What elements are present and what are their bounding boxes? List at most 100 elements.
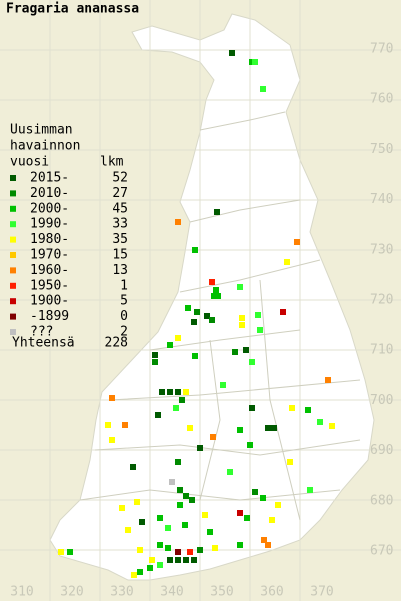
observation-square: [260, 86, 266, 92]
observation-square: [329, 423, 335, 429]
legend-count: 2: [120, 325, 128, 340]
observation-square: [165, 525, 171, 531]
y-coordinate-label: 750: [370, 142, 393, 157]
observation-square: [265, 425, 271, 431]
legend-label: 2010-: [30, 186, 69, 201]
y-coordinate-label: 680: [370, 493, 393, 508]
observation-square: [255, 312, 261, 318]
coordinate-labels: 770 760 750 740 730 720 710 700 690 680 670 310 320 3…: [10, 42, 393, 600]
legend-count: 15: [112, 248, 128, 263]
y-coordinate-label: 740: [370, 192, 393, 207]
observation-square: [209, 317, 215, 323]
observation-square: [194, 309, 200, 315]
observation-square: [175, 389, 181, 395]
observation-square: [185, 305, 191, 311]
observation-square: [252, 59, 258, 65]
observation-square: [183, 389, 189, 395]
observation-square: [261, 537, 267, 543]
observation-square: [191, 557, 197, 563]
observation-square: [252, 489, 258, 495]
observation-square: [213, 287, 219, 293]
observation-square: [197, 547, 203, 553]
legend-heading: vuosi: [10, 155, 49, 170]
legend-count: 13: [112, 263, 128, 278]
observation-square: [289, 405, 295, 411]
observation-square: [220, 382, 226, 388]
observation-square: [147, 565, 153, 571]
observation-square: [249, 359, 255, 365]
observation-square: [109, 395, 115, 401]
observation-square: [325, 377, 331, 383]
observation-square: [130, 464, 136, 470]
observation-square: [229, 50, 235, 56]
observation-square: [211, 293, 217, 299]
observation-square: [187, 549, 193, 555]
y-coordinate-label: 730: [370, 242, 393, 257]
observation-square: [155, 412, 161, 418]
observation-square: [152, 352, 158, 358]
observation-square: [244, 515, 250, 521]
legend-label: 2015-: [30, 171, 69, 186]
observation-square: [119, 505, 125, 511]
observation-square: [237, 510, 243, 516]
observation-square: [227, 469, 233, 475]
y-coordinate-label: 710: [370, 343, 393, 358]
y-coordinate-label: 670: [370, 544, 393, 559]
legend-heading: havainnon: [10, 139, 80, 154]
observation-square: [247, 442, 253, 448]
observation-square: [249, 405, 255, 411]
observation-square: [139, 519, 145, 525]
observation-square: [169, 479, 175, 485]
observation-square: [294, 239, 300, 245]
observation-square: [122, 422, 128, 428]
observation-square: [175, 459, 181, 465]
observation-square: [202, 512, 208, 518]
legend-swatch: [10, 298, 16, 305]
observation-square: [269, 517, 275, 523]
observation-square: [182, 522, 188, 528]
y-coordinate-label: 760: [370, 92, 393, 107]
observation-square: [237, 427, 243, 433]
observation-square: [275, 502, 281, 508]
observation-square: [214, 209, 220, 215]
observation-square: [189, 497, 195, 503]
observation-square: [271, 425, 277, 431]
observation-square: [157, 562, 163, 568]
observation-square: [167, 389, 173, 395]
legend-label: 1980-: [30, 232, 69, 247]
observation-square: [197, 445, 203, 451]
observation-square: [167, 342, 173, 348]
observation-square: [175, 557, 181, 563]
legend-count: 45: [112, 201, 128, 216]
x-coordinate-label: 370: [310, 585, 333, 600]
observation-square: [183, 557, 189, 563]
observation-square: [177, 487, 183, 493]
observation-square: [305, 407, 311, 413]
observation-square: [149, 557, 155, 563]
legend-count: 5: [120, 294, 128, 309]
legend-heading: Uusimman: [10, 123, 73, 138]
observation-square: [280, 309, 286, 315]
observation-square: [210, 434, 216, 440]
observation-square: [175, 219, 181, 225]
observation-square: [307, 487, 313, 493]
observation-square: [109, 437, 115, 443]
y-coordinate-label: 700: [370, 393, 393, 408]
observation-square: [67, 549, 73, 555]
legend-swatch: [10, 252, 16, 258]
title: Fragaria ananassa: [6, 2, 139, 17]
observation-square: [239, 315, 245, 321]
observation-square: [175, 335, 181, 341]
observation-square: [167, 557, 173, 563]
legend-swatch: [10, 175, 16, 181]
legend-label: 1960-: [30, 263, 69, 278]
x-coordinate-label: 350: [210, 585, 233, 600]
observation-square: [183, 493, 189, 499]
observation-square: [177, 502, 183, 508]
legend-count: 0: [120, 309, 128, 324]
y-coordinate-label: 770: [370, 42, 393, 57]
observation-square: [204, 313, 210, 319]
observation-square: [207, 529, 213, 535]
